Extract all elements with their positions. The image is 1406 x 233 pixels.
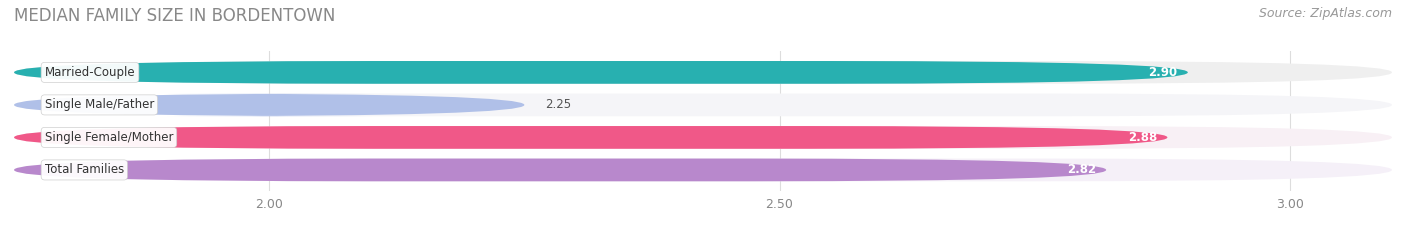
- FancyBboxPatch shape: [14, 61, 1188, 84]
- FancyBboxPatch shape: [14, 126, 1167, 149]
- Text: Single Male/Father: Single Male/Father: [45, 98, 155, 111]
- FancyBboxPatch shape: [14, 61, 1392, 84]
- Text: 2.25: 2.25: [544, 98, 571, 111]
- FancyBboxPatch shape: [14, 158, 1392, 181]
- FancyBboxPatch shape: [14, 126, 1392, 149]
- FancyBboxPatch shape: [14, 93, 1392, 116]
- Text: Single Female/Mother: Single Female/Mother: [45, 131, 173, 144]
- Text: Married-Couple: Married-Couple: [45, 66, 135, 79]
- Text: Total Families: Total Families: [45, 163, 124, 176]
- FancyBboxPatch shape: [14, 158, 1107, 181]
- Text: 2.90: 2.90: [1149, 66, 1178, 79]
- Text: MEDIAN FAMILY SIZE IN BORDENTOWN: MEDIAN FAMILY SIZE IN BORDENTOWN: [14, 7, 336, 25]
- Text: Source: ZipAtlas.com: Source: ZipAtlas.com: [1258, 7, 1392, 20]
- Text: 2.82: 2.82: [1067, 163, 1095, 176]
- Text: 2.88: 2.88: [1128, 131, 1157, 144]
- FancyBboxPatch shape: [14, 93, 524, 116]
